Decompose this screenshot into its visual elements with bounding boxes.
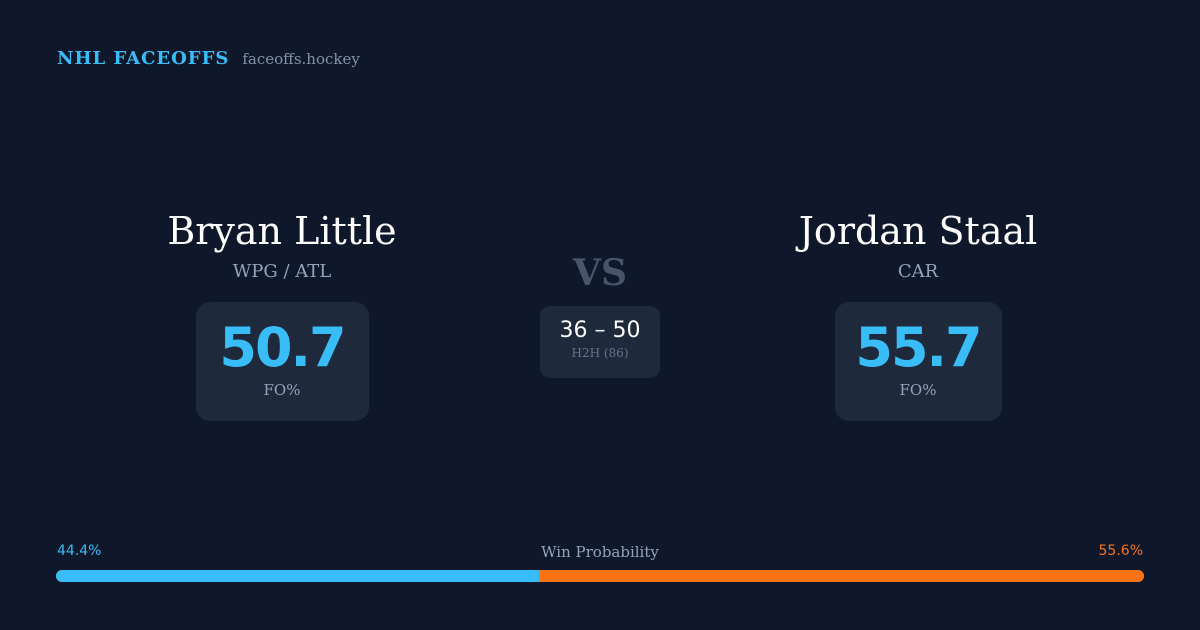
win-probability-bar-left — [56, 570, 540, 582]
h2h-score: 36 – 50 — [559, 318, 641, 343]
win-probability-right: 55.6% — [1098, 543, 1143, 559]
win-probability-bar-right — [539, 570, 1144, 582]
player-right-name: Jordan Staal — [798, 209, 1038, 253]
player-right-fo-value: 55.7 — [855, 316, 982, 379]
player-right-fo-label: FO% — [899, 381, 937, 399]
player-left-fo-value: 50.7 — [219, 316, 346, 379]
win-probability-title: Win Probability — [541, 543, 659, 561]
player-left-stat-card: 50.7 FO% — [195, 302, 369, 421]
player-right-team: CAR — [897, 261, 939, 282]
win-probability-labels: 44.4% Win Probability 55.6% — [57, 543, 1143, 563]
brand-header: NHL FACEOFFS faceoffs.hockey — [57, 48, 360, 69]
brand-domain: faceoffs.hockey — [242, 50, 360, 68]
h2h-card: 36 – 50 H2H (86) — [540, 306, 660, 378]
vs-label: VS — [573, 252, 627, 294]
player-right-panel: Jordan Staal CAR 55.7 FO% — [768, 205, 1068, 421]
player-left-panel: Bryan Little WPG / ATL 50.7 FO% — [132, 205, 432, 421]
player-left-name: Bryan Little — [167, 209, 397, 253]
brand-name: NHL FACEOFFS — [57, 48, 230, 69]
h2h-label: H2H (86) — [571, 346, 629, 360]
versus-block: VS 36 – 50 H2H (86) — [540, 250, 660, 378]
player-left-team: WPG / ATL — [232, 261, 332, 282]
player-left-fo-label: FO% — [263, 381, 301, 399]
player-right-stat-card: 55.7 FO% — [834, 302, 1002, 421]
win-probability-left: 44.4% — [57, 543, 102, 559]
win-probability-bar — [56, 570, 1144, 582]
